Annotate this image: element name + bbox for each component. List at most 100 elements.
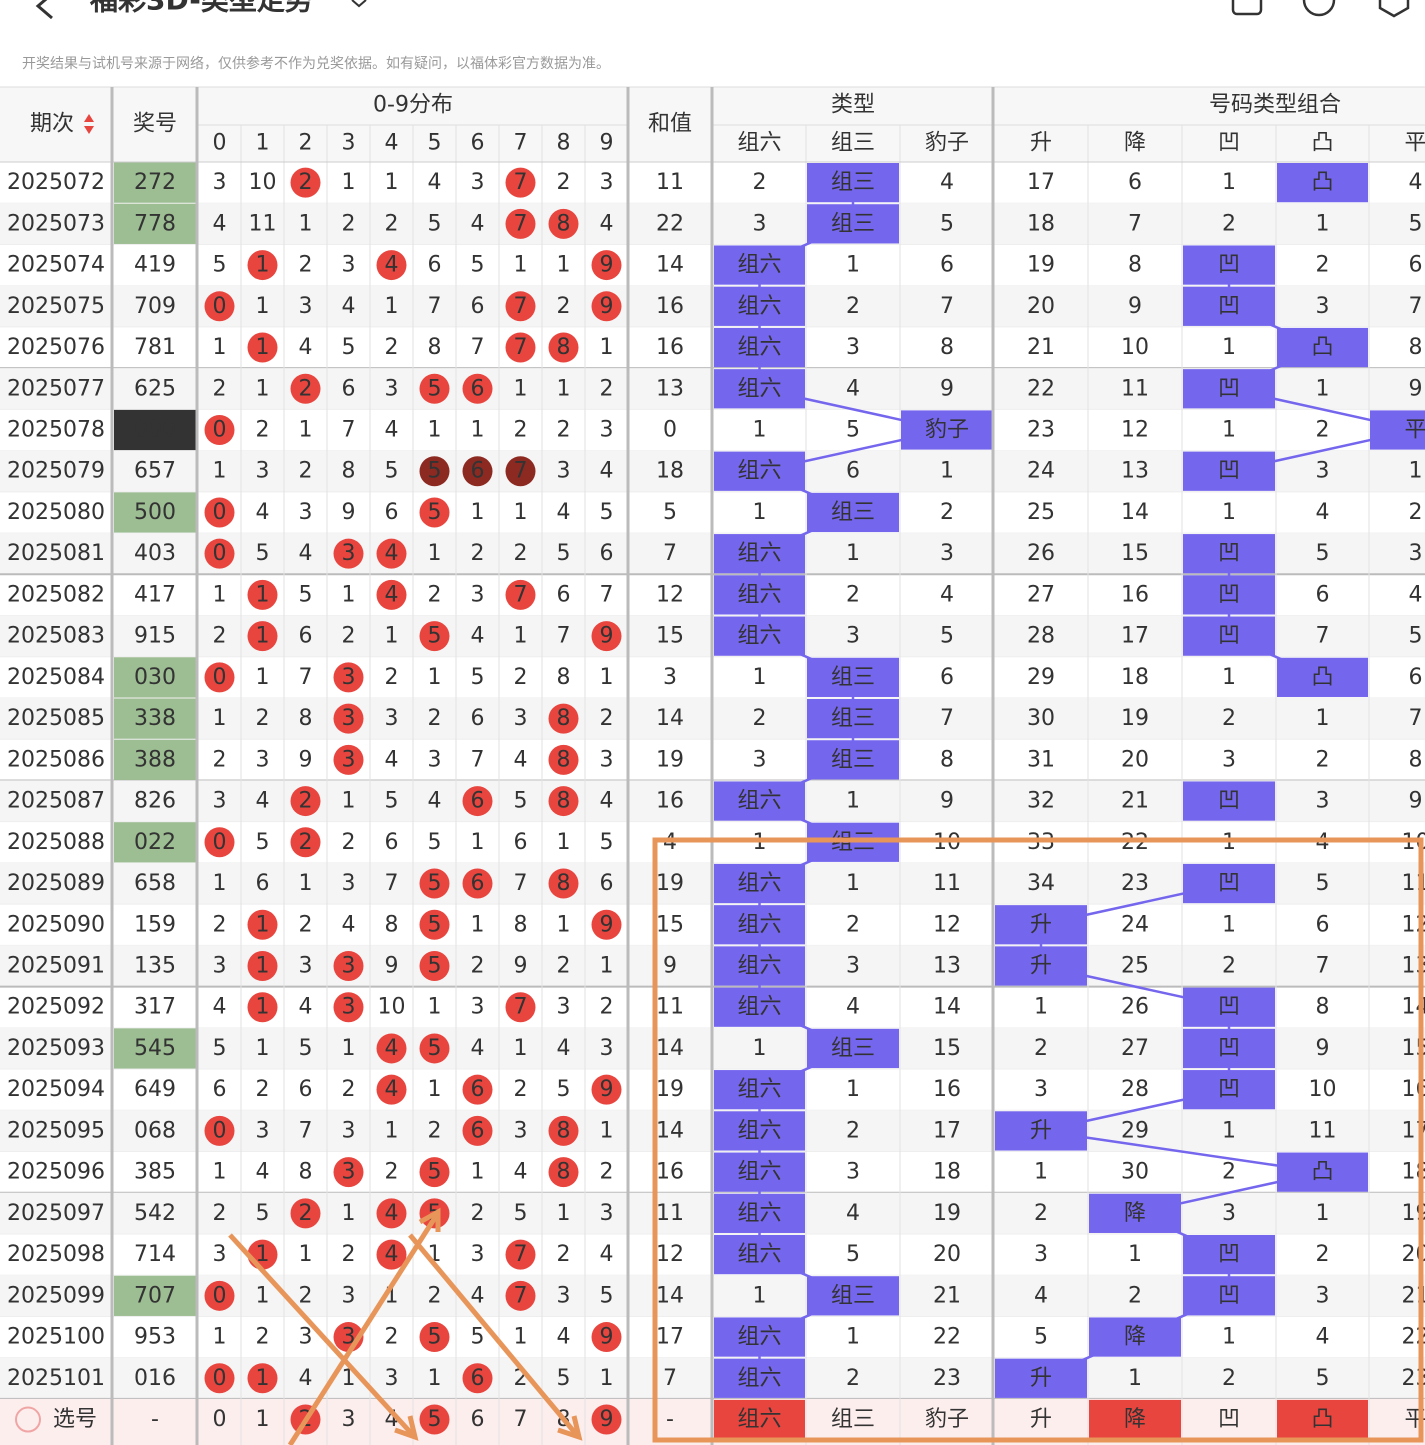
- hl-cell: [1183, 987, 1275, 1027]
- sum: 14: [656, 253, 684, 278]
- dist-cell: 1: [213, 582, 227, 607]
- combo-cell: 23: [1027, 417, 1055, 442]
- dist-cell: 4: [385, 253, 399, 278]
- dist-cell: 2: [557, 294, 571, 319]
- hl-cell: [1183, 616, 1275, 656]
- dist-cell: 4: [514, 1160, 528, 1185]
- header-type-name: 组三: [831, 131, 875, 156]
- type-cell: 6: [940, 253, 954, 278]
- dist-cell: 9: [299, 747, 313, 772]
- combo-cell: 4: [1316, 500, 1330, 525]
- combo-cell: 3: [1316, 294, 1330, 319]
- type-cell: 组六: [737, 1118, 781, 1143]
- header-combo-name: 凹: [1218, 131, 1240, 156]
- dist-cell: 2: [299, 1283, 313, 1308]
- combo-cell: 4: [1409, 170, 1423, 195]
- hit-circle: [204, 291, 235, 322]
- dist-cell: 2: [385, 211, 399, 236]
- hit-circle: [505, 167, 536, 198]
- dist-cell: 6: [557, 582, 571, 607]
- dist-cell: 3: [342, 1160, 356, 1185]
- dist-cell: 1: [600, 1366, 614, 1391]
- hit-circle: [290, 1198, 321, 1229]
- dist-cell: 1: [256, 665, 270, 690]
- back-button[interactable]: [35, 0, 53, 20]
- title-dropdown[interactable]: [351, 0, 367, 8]
- type-cell: 13: [933, 953, 961, 978]
- pick-option: 豹子: [925, 1407, 969, 1432]
- dist-cell: 3: [600, 747, 614, 772]
- hit-circle: [419, 868, 450, 899]
- dist-cell: 3: [342, 1118, 356, 1143]
- sum: 16: [656, 789, 684, 814]
- icon-settings[interactable]: [1378, 0, 1410, 18]
- combo-cell: 6: [1316, 582, 1330, 607]
- issue: 2025084: [7, 665, 105, 690]
- dist-cell: 1: [213, 706, 227, 731]
- dist-cell: 4: [471, 1036, 485, 1061]
- hl-cell: [1183, 1028, 1275, 1069]
- hit-circle: [333, 950, 364, 981]
- dist-cell: 4: [299, 995, 313, 1020]
- sum: 15: [656, 624, 684, 649]
- dist-cell: 0: [213, 1283, 227, 1308]
- combo-cell: 凹: [1218, 1283, 1240, 1308]
- type-cell: 1: [940, 459, 954, 484]
- dist-cell: 6: [471, 1366, 485, 1391]
- dist-cell: 1: [299, 417, 313, 442]
- type-cell: 17: [933, 1118, 961, 1143]
- dist-cell: 5: [428, 871, 442, 896]
- dist-cell: 1: [514, 1325, 528, 1350]
- hl-cell: [714, 987, 805, 1027]
- combo-cell: 2: [1222, 953, 1236, 978]
- hit-circle: [548, 208, 579, 239]
- sum: 5: [663, 500, 677, 525]
- combo-cell: 28: [1121, 1077, 1149, 1102]
- dist-cell: 1: [299, 211, 313, 236]
- number: 417: [134, 582, 176, 607]
- dist-cell: 1: [471, 830, 485, 855]
- type-cell: 4: [940, 170, 954, 195]
- hl-cell: [807, 1276, 899, 1316]
- type-cell: 9: [940, 789, 954, 814]
- hl-cell: [714, 863, 805, 904]
- number: 022: [134, 830, 176, 855]
- dist-cell: 4: [471, 1283, 485, 1308]
- icon-clock[interactable]: [1302, 0, 1336, 17]
- dist-cell: 5: [213, 1036, 227, 1061]
- number: 542: [134, 1201, 176, 1226]
- dist-cell: 6: [342, 376, 356, 401]
- dist-cell: 4: [557, 500, 571, 525]
- hl-cell: [1183, 451, 1275, 491]
- hit-circle: [204, 662, 235, 693]
- dist-cell: 0: [213, 417, 227, 442]
- combo-cell: 升: [1030, 953, 1052, 978]
- combo-cell: 15: [1121, 541, 1149, 566]
- combo-cell: 7: [1128, 211, 1142, 236]
- hit-circle: [505, 332, 536, 363]
- dist-cell: 7: [514, 582, 528, 607]
- dist-cell: 7: [514, 1242, 528, 1267]
- type-cell: 2: [753, 170, 767, 195]
- combo-cell: 升: [1030, 1366, 1052, 1391]
- pick-digit: 7: [514, 1407, 528, 1432]
- combo-cell: 2: [1316, 417, 1330, 442]
- dist-cell: 2: [299, 459, 313, 484]
- issue: 2025074: [7, 253, 105, 278]
- issue: 2025075: [7, 294, 105, 319]
- combo-cell: 升: [1030, 912, 1052, 937]
- type-cell: 2: [846, 912, 860, 937]
- combo-cell: 34: [1027, 871, 1055, 896]
- dist-cell: 1: [514, 500, 528, 525]
- dist-cell: 3: [342, 1283, 356, 1308]
- hl-cell: [714, 286, 805, 326]
- combo-cell: 26: [1121, 995, 1149, 1020]
- type-cell: 20: [933, 1242, 961, 1267]
- dist-cell: 3: [342, 253, 356, 278]
- type-cell: 组六: [737, 912, 781, 937]
- issue: 2025073: [7, 211, 105, 236]
- hl-cell: [901, 410, 993, 450]
- icon-doc[interactable]: [1231, 0, 1263, 16]
- dist-cell: 4: [256, 789, 270, 814]
- dist-cell: 5: [428, 211, 442, 236]
